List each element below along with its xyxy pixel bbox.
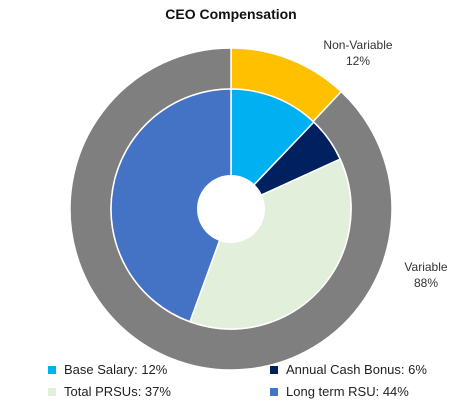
outer-pct-non-variable: 12% xyxy=(346,54,370,68)
legend-swatch-total-prsus xyxy=(48,387,56,396)
legend-item-annual-cash-bonus: Annual Cash Bonus: 6% xyxy=(270,362,427,377)
center-hole xyxy=(197,175,265,243)
pie-slice-total-prsus xyxy=(188,158,352,330)
legend-text-base-salary: Base Salary: 12% xyxy=(64,362,168,377)
legend-item-total-prsus: Total PRSUs: 37% xyxy=(48,384,171,399)
legend-item-base-salary: Base Salary: 12% xyxy=(48,362,167,377)
legend-item-long-term-rsu: Long term RSU: 44% xyxy=(270,384,409,399)
legend-text-annual-cash-bonus: Annual Cash Bonus: 6% xyxy=(286,362,427,377)
outer-label-variable: Variable xyxy=(404,260,447,274)
inner-pie xyxy=(110,88,352,330)
legend-text-long-term-rsu: Long term RSU: 44% xyxy=(286,384,409,399)
pie-slice-base-salary xyxy=(230,88,315,211)
legend-swatch-base-salary xyxy=(48,365,56,374)
legend-text-total-prsus: Total PRSUs: 37% xyxy=(64,384,171,399)
pie-slice-long-term-rsu xyxy=(110,88,232,323)
legend-swatch-long-term-rsu xyxy=(270,387,278,396)
legend-swatch-annual-cash-bonus xyxy=(270,365,278,374)
chart-title: CEO Compensation xyxy=(165,6,296,22)
outer-label-non-variable: Non-Variable xyxy=(323,38,392,52)
outer-pct-variable: 88% xyxy=(414,276,438,290)
